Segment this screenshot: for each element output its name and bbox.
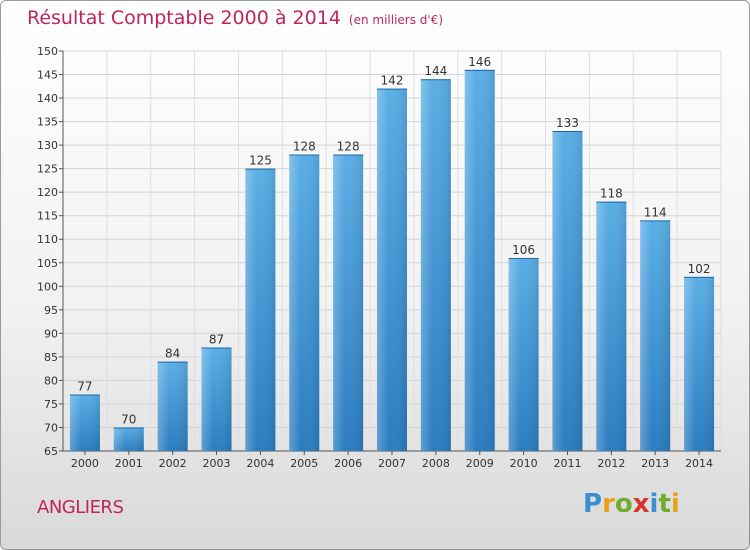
bar-shine [464, 69, 495, 451]
bar-shine [508, 258, 539, 451]
chart-title: Résultat Comptable 2000 à 2014 (en millie… [27, 7, 443, 29]
bars [69, 69, 715, 451]
logo-letter: i [670, 489, 680, 519]
x-tick-label: 2013 [641, 457, 669, 470]
x-tick-label: 2010 [510, 457, 538, 470]
bar-value-label: 70 [121, 412, 136, 426]
y-tick-label: 90 [44, 327, 58, 340]
x-tick-label: 2003 [203, 457, 231, 470]
title-text: Résultat Comptable 2000 à 2014 [27, 7, 341, 29]
bar-shine [113, 427, 144, 451]
bar-shine [157, 361, 188, 451]
x-tick-label: 2014 [685, 457, 713, 470]
y-tick-label: 105 [37, 257, 58, 270]
bar-shine [245, 168, 276, 451]
bar-value-label: 102 [688, 262, 711, 276]
bar-shine [333, 154, 364, 451]
proxiti-logo: Proxiti [583, 489, 680, 519]
bar-shine [684, 276, 715, 451]
y-tick-label: 80 [44, 374, 58, 387]
logo-letter: r [602, 489, 615, 519]
x-tick-label: 2000 [71, 457, 99, 470]
bar-value-label: 142 [381, 74, 404, 88]
commune-name: ANGLIERS [37, 497, 124, 518]
labels: 65 70 75 80 85 90 95 100 105 110 115 120 125 130 135 14… [37, 45, 713, 470]
bar-shine [377, 88, 407, 451]
x-tick-label: 2005 [290, 457, 318, 470]
x-tick-label: 2004 [246, 457, 274, 470]
bar-value-label: 87 [209, 332, 224, 346]
y-tick-label: 125 [37, 163, 58, 176]
bar-value-label: 114 [644, 205, 667, 219]
x-tick-label: 2001 [115, 457, 143, 470]
x-tick-label: 2009 [466, 457, 494, 470]
y-tick-label: 85 [44, 351, 58, 364]
y-tick-label: 110 [37, 233, 58, 246]
bar-shine [201, 347, 232, 451]
logo-letter: t [658, 489, 671, 519]
x-tick-label: 2007 [378, 457, 406, 470]
logo-letter: x [632, 489, 650, 519]
y-tick-label: 100 [37, 280, 58, 293]
logo-letter: i [649, 489, 659, 519]
bar-value-label: 84 [165, 347, 180, 361]
bar-value-label: 128 [337, 140, 360, 154]
y-tick-label: 115 [37, 210, 58, 223]
bar-value-label: 106 [512, 243, 535, 257]
bar-shine [289, 154, 320, 451]
x-tick-label: 2008 [422, 457, 450, 470]
x-tick-label: 2011 [553, 457, 581, 470]
y-tick-label: 75 [44, 398, 58, 411]
bar-value-label: 128 [293, 140, 316, 154]
bar-shine [640, 220, 671, 451]
y-tick-label: 130 [37, 139, 58, 152]
title-unit: (en milliers d'€) [348, 13, 444, 27]
bar-value-label: 133 [556, 116, 579, 130]
bar-shine [552, 131, 583, 451]
bar-value-label: 146 [468, 55, 491, 69]
y-tick-label: 145 [37, 69, 58, 82]
y-tick-label: 65 [44, 445, 58, 458]
x-tick-label: 2006 [334, 457, 362, 470]
bar-shine [420, 79, 451, 451]
bar-value-label: 77 [77, 380, 92, 394]
y-tick-label: 120 [37, 186, 58, 199]
logo-letter: P [583, 489, 603, 519]
logo-letter: o [614, 489, 633, 519]
bar-shine [69, 394, 100, 451]
y-tick-label: 140 [37, 92, 58, 105]
y-tick-label: 150 [37, 45, 58, 58]
bar-value-label: 125 [249, 154, 272, 168]
x-tick-label: 2002 [159, 457, 187, 470]
y-tick-label: 95 [44, 304, 58, 317]
bar-value-label: 118 [600, 187, 623, 201]
y-tick-label: 70 [44, 421, 58, 434]
x-tick-label: 2012 [597, 457, 625, 470]
bar-value-label: 144 [424, 64, 447, 78]
bar-shine [596, 201, 627, 451]
y-tick-label: 135 [37, 116, 58, 129]
